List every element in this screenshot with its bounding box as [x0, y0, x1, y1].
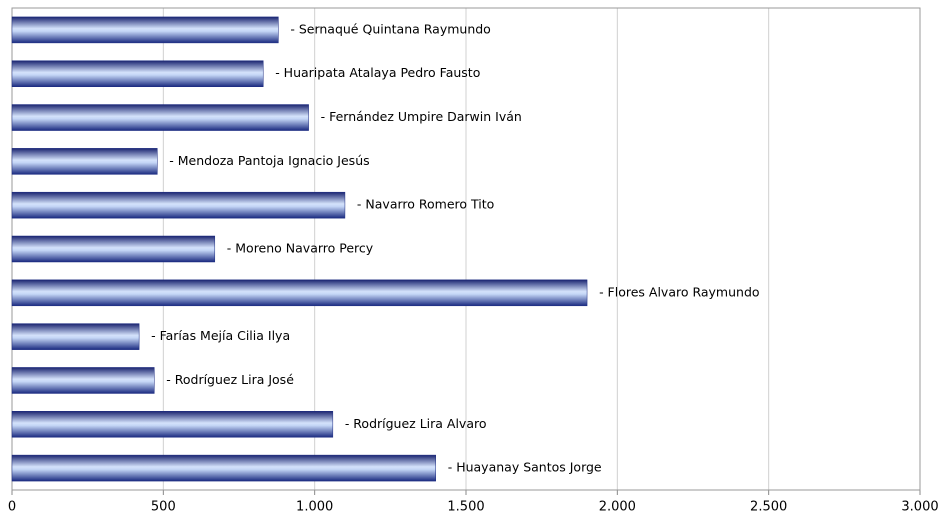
- x-tick-label: 1.000: [296, 500, 333, 515]
- bar: [11, 104, 309, 131]
- x-tick-label: 2.000: [599, 500, 636, 515]
- bar: [11, 235, 216, 263]
- x-tick-label: 500: [151, 500, 176, 515]
- bar: [11, 454, 436, 482]
- data-label: - Farías Mejía Cilia Ilya: [151, 328, 290, 343]
- data-label: - Rodríguez Lira José: [166, 372, 294, 387]
- bar: [11, 279, 588, 307]
- bar: [11, 323, 140, 350]
- data-label: - Rodríguez Lira Alvaro: [345, 416, 487, 431]
- bar: [11, 411, 334, 438]
- x-tick-label: 2.500: [750, 500, 787, 515]
- bar: [11, 148, 158, 175]
- bar: [11, 367, 155, 394]
- data-label: - Mendoza Pantoja Ignacio Jesús: [169, 153, 369, 168]
- data-label: - Navarro Romero Tito: [357, 197, 494, 212]
- data-label: - Huaripata Atalaya Pedro Fausto: [275, 65, 480, 80]
- x-tick-label: 0: [8, 500, 16, 515]
- data-label: - Huayanay Santos Jorge: [448, 460, 602, 475]
- x-tick-label: 3.000: [901, 500, 938, 515]
- data-label: - Fernández Umpire Darwin Iván: [321, 109, 522, 124]
- data-label: - Sernaqué Quintana Raymundo: [290, 21, 490, 36]
- data-label: - Moreno Navarro Percy: [227, 241, 374, 256]
- bar: [11, 60, 264, 87]
- data-label: - Flores Alvaro Raymundo: [599, 284, 759, 299]
- x-tick-label: 1.500: [447, 500, 484, 515]
- bar: [11, 191, 346, 219]
- bar: [11, 16, 279, 44]
